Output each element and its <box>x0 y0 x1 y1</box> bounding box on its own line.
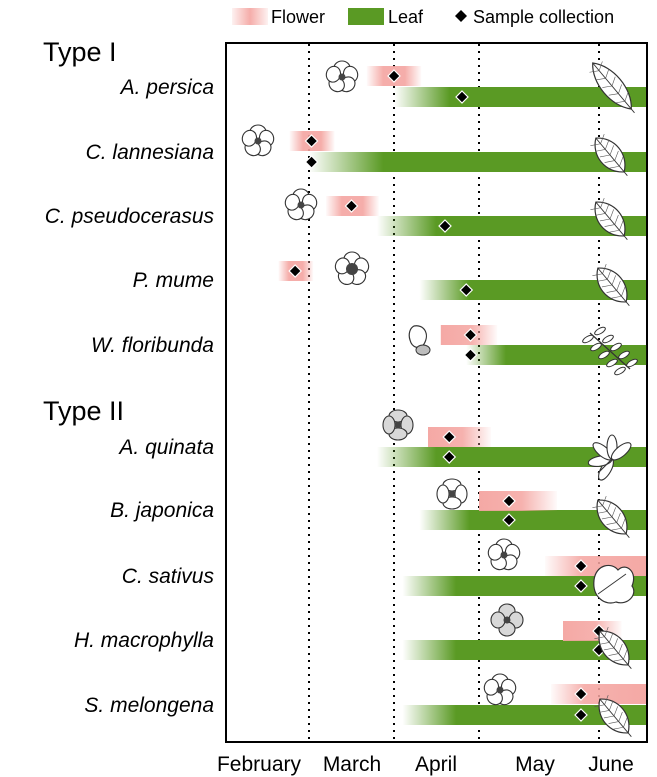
serrated-leaf-icon-c-lannesiana <box>590 134 628 176</box>
flower-sample-c-lannesiana <box>304 134 319 148</box>
month-axis: February March April May June <box>217 753 634 776</box>
leaf-bar-a-quinata <box>377 447 646 467</box>
leaf-bar-c-lannesiana <box>309 152 646 172</box>
leaf-sample-c-pseudocerasus <box>438 219 452 233</box>
flower-sample-w-floribunda <box>463 328 478 342</box>
flower-sample-a-persica <box>387 69 401 83</box>
month-label-may: May <box>515 753 555 776</box>
legend-flower-swatch <box>232 8 268 25</box>
leaf-sample-w-floribunda <box>463 348 478 362</box>
legend-leaf-label: Leaf <box>388 7 424 27</box>
leaf-bar-w-floribunda <box>466 345 647 365</box>
akebia-flower-icon-a-quinata <box>382 409 414 441</box>
legend-leaf-swatch <box>348 8 384 25</box>
month-label-february: February <box>217 753 302 776</box>
serrated-leaf-icon-c-pseudocerasus <box>590 198 628 240</box>
species-label-c-sativus: C. sativus <box>122 565 215 588</box>
leaf-sample-a-persica <box>455 90 469 104</box>
leaf-bar-a-persica <box>394 87 646 107</box>
blossom-icon-c-pseudocerasus <box>284 188 318 221</box>
leaf-bar-b-japonica <box>419 510 646 530</box>
species-label-w-floribunda: W. floribunda <box>91 334 214 357</box>
leaf-sample-a-quinata <box>442 450 457 464</box>
leaf-sample-c-lannesiana <box>304 155 319 169</box>
flower-sample-c-pseudocerasus <box>344 199 359 213</box>
flower-sample-s-melongena <box>574 687 588 701</box>
legend: Flower Leaf Sample collection <box>232 7 614 27</box>
icons-layer <box>241 60 638 737</box>
leaf-bar-h-macrophylla <box>402 640 646 660</box>
wisteria-bud-icon-w-floribunda <box>408 325 431 356</box>
ovate-leaf-icon-p-mume <box>592 264 630 306</box>
species-label-c-pseudocerasus: C. pseudocerasus <box>45 205 215 228</box>
hydrangea-flower-icon-h-macrophylla <box>490 603 524 637</box>
leaf-bar-s-melongena <box>402 705 646 725</box>
type-label-1: Type I <box>43 37 117 67</box>
month-label-april: April <box>415 753 457 776</box>
species-label-c-lannesiana: C. lannesiana <box>86 141 214 164</box>
leaf-sample-p-mume <box>459 283 474 297</box>
star-flower-icon-s-melongena <box>483 673 517 706</box>
flower-sample-p-mume <box>288 264 302 278</box>
palmate-leaf-icon-a-quinata <box>587 434 632 481</box>
four-petal-flower-icon-b-japonica <box>436 478 468 510</box>
leaf-sample-s-melongena <box>574 708 588 722</box>
plot-frame <box>225 42 648 743</box>
flower-sample-a-quinata <box>442 430 457 444</box>
five-petal-flower-icon-c-sativus <box>487 538 521 571</box>
month-label-june: June <box>588 753 634 776</box>
month-gridlines <box>308 44 600 741</box>
blossom-icon-a-persica <box>325 60 359 93</box>
leaf-bar-c-sativus <box>402 576 646 596</box>
compound-leaf-icon-w-floribunda <box>582 326 638 376</box>
cherry-blossom-icon-c-lannesiana <box>241 124 275 157</box>
month-label-march: March <box>323 753 381 776</box>
species-label-b-japonica: B. japonica <box>110 499 214 522</box>
ovate-leaf-icon-s-melongena <box>594 695 632 737</box>
bars-layer <box>278 66 647 725</box>
legend-sample-diamond-icon <box>455 10 467 22</box>
species-label-a-persica: A. persica <box>119 76 214 99</box>
species-label-a-quinata: A. quinata <box>117 436 214 459</box>
species-label-s-melongena: S. melongena <box>84 694 214 717</box>
flower-bar-b-japonica <box>479 491 557 511</box>
serrated-leaf-icon-h-macrophylla <box>594 627 632 669</box>
type-label-2: Type II <box>43 396 124 426</box>
legend-flower-label: Flower <box>271 7 325 27</box>
species-labels: A. persica C. lannesiana C. pseudocerasus P… <box>45 76 215 717</box>
legend-sample-label: Sample collection <box>473 7 614 27</box>
leaf-sample-b-japonica <box>502 513 516 527</box>
plum-blossom-icon-p-mume <box>334 251 370 286</box>
serrated-leaf-icon-b-japonica <box>592 496 630 538</box>
leaf-bar-p-mume <box>419 280 646 300</box>
species-label-p-mume: P. mume <box>133 269 214 292</box>
lanceolate-leaf-icon-a-persica <box>589 61 635 114</box>
species-label-h-macrophylla: H. macrophylla <box>74 629 214 652</box>
flower-bar-s-melongena <box>551 684 646 704</box>
lobed-leaf-icon-c-sativus <box>593 564 635 604</box>
leaf-sample-c-sativus <box>574 579 588 593</box>
flower-sample-c-sativus <box>574 559 588 573</box>
flower-bar-a-quinata <box>428 427 491 447</box>
flower-sample-b-japonica <box>502 494 516 508</box>
